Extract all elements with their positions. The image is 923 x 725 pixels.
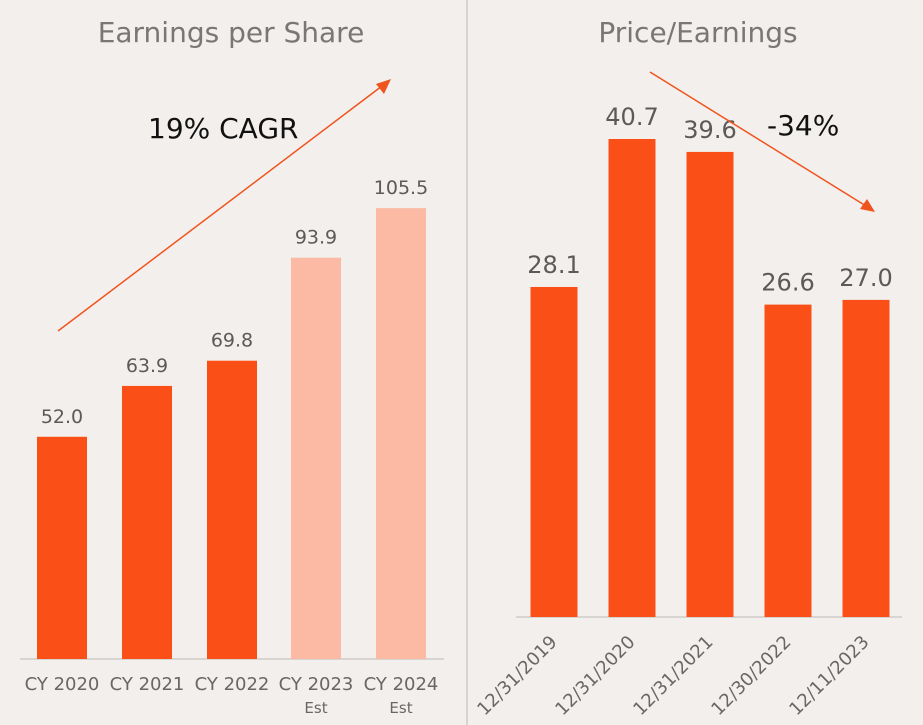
pe-bar bbox=[530, 286, 578, 617]
eps-tick-label: CY 2020 bbox=[25, 674, 100, 695]
pe-tick-label: 12/31/2019 bbox=[473, 632, 561, 720]
pe-value-label: 40.7 bbox=[605, 103, 658, 131]
pe-value-label: 28.1 bbox=[527, 251, 580, 279]
eps-value-label: 105.5 bbox=[374, 177, 428, 199]
eps-tick-label: CY 2023 bbox=[279, 674, 354, 695]
eps-tick-sublabel: Est bbox=[389, 699, 412, 717]
pe-trend-arrowhead bbox=[860, 199, 875, 212]
eps-bar bbox=[37, 436, 87, 659]
pe-bar bbox=[686, 151, 734, 617]
pe-trend-arrow bbox=[649, 71, 867, 207]
eps-value-label: 52.0 bbox=[41, 406, 83, 428]
eps-value-label: 69.8 bbox=[211, 330, 253, 352]
pe-value-label: 27.0 bbox=[839, 264, 892, 292]
pe-tick-label: 12/30/2022 bbox=[707, 632, 795, 720]
pe-chart-title: Price/Earnings bbox=[598, 16, 797, 49]
pe-chart: Price/Earnings 28.140.7 39.626.6 27.0 12/3… bbox=[473, 16, 902, 720]
pe-value-label: 26.6 bbox=[761, 269, 814, 297]
eps-chart: Earnings per Share 52.0 63.9 69.8 93.9 105.5… bbox=[20, 16, 444, 717]
eps-tick-sublabel: Est bbox=[304, 699, 327, 717]
eps-bar bbox=[122, 385, 172, 659]
eps-tick-label: CY 2022 bbox=[195, 674, 270, 695]
eps-cagr-annotation: 19% CAGR bbox=[148, 112, 299, 145]
pe-bar bbox=[608, 139, 656, 617]
pe-tick-label: 12/11/2023 bbox=[785, 632, 873, 720]
pe-bar bbox=[842, 299, 890, 617]
eps-value-label: 93.9 bbox=[295, 227, 337, 249]
pe-tick-label: 12/31/2020 bbox=[551, 632, 639, 720]
eps-tick-label: CY 2024 bbox=[364, 674, 439, 695]
eps-bar bbox=[207, 360, 257, 659]
eps-bar bbox=[291, 257, 341, 659]
pe-bar bbox=[764, 304, 812, 617]
eps-trend-arrow bbox=[57, 85, 383, 332]
eps-chart-title: Earnings per Share bbox=[98, 16, 365, 49]
eps-value-label: 63.9 bbox=[126, 355, 168, 377]
pe-change-annotation: -34% bbox=[767, 109, 839, 142]
pe-tick-label: 12/31/2021 bbox=[629, 632, 717, 720]
eps-bar bbox=[376, 208, 426, 659]
eps-trend-arrowhead bbox=[376, 79, 391, 94]
eps-tick-label: CY 2021 bbox=[110, 674, 185, 695]
